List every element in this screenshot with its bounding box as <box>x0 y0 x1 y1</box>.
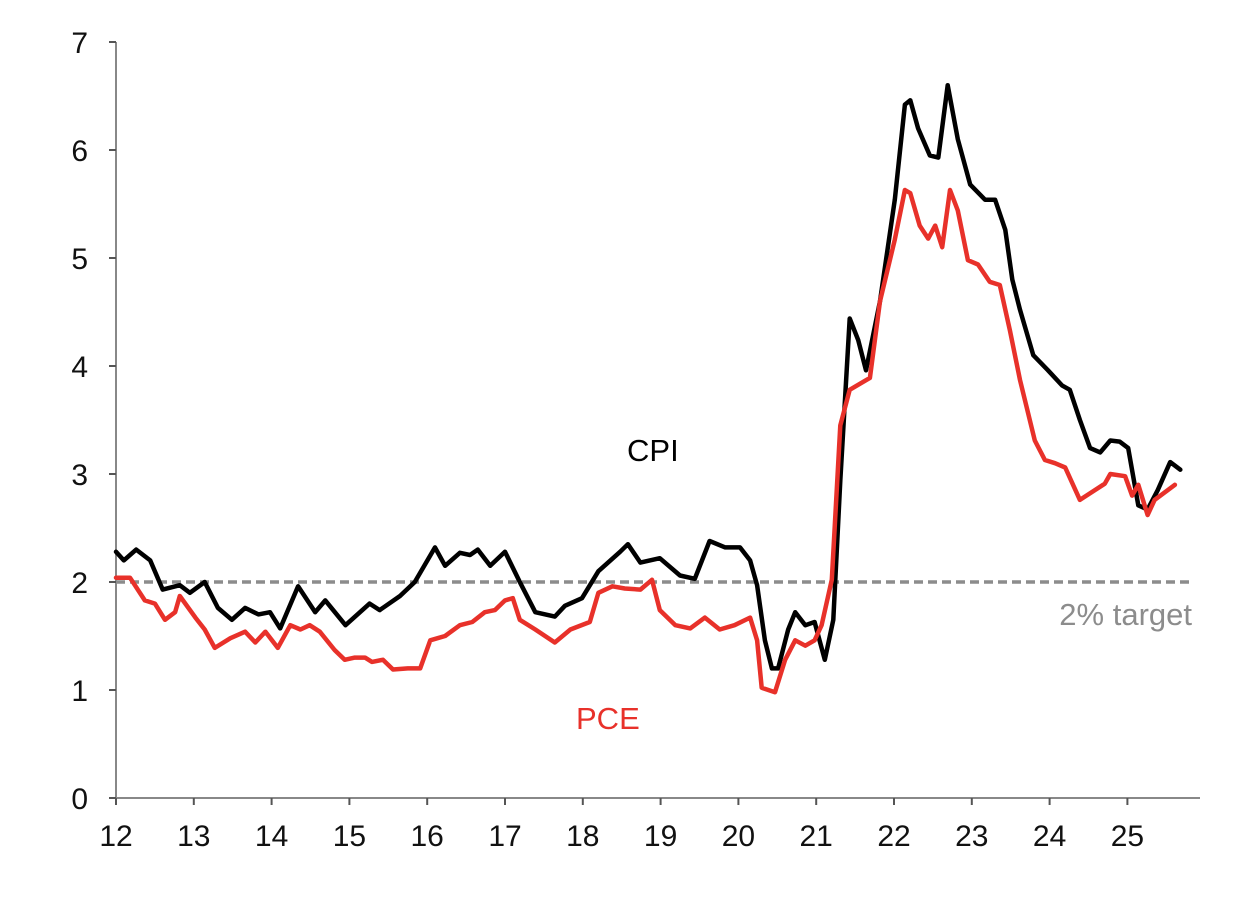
x-tick-label: 25 <box>1111 820 1144 853</box>
x-tick-label: 17 <box>488 820 521 853</box>
series-layer <box>113 82 1183 695</box>
y-tick-label: 7 <box>71 27 88 60</box>
y-tick-label: 4 <box>71 351 88 384</box>
cpi-series-line <box>113 82 1183 671</box>
x-tick-label: 14 <box>255 820 288 853</box>
x-tick-label: 21 <box>800 820 833 853</box>
cpi-series-label: CPI <box>627 433 679 468</box>
y-tick-label: 5 <box>71 243 88 276</box>
y-tick-label: 2 <box>71 567 88 600</box>
x-tick-label: 19 <box>644 820 677 853</box>
target-label: 2% target <box>1059 597 1192 632</box>
y-tick-label: 1 <box>71 675 88 708</box>
x-tick-label: 23 <box>955 820 988 853</box>
x-tick-label: 13 <box>177 820 210 853</box>
x-tick-label: 22 <box>877 820 910 853</box>
x-tick-label: 18 <box>566 820 599 853</box>
x-tick-label: 12 <box>99 820 132 853</box>
x-tick-label: 20 <box>722 820 755 853</box>
y-tick-label: 0 <box>71 783 88 816</box>
x-tick-label: 15 <box>333 820 366 853</box>
y-tick-label: 6 <box>71 135 88 168</box>
x-tick-label: 16 <box>411 820 444 853</box>
pce-series-label: PCE <box>576 701 640 736</box>
x-tick-label: 24 <box>1033 820 1066 853</box>
y-tick-label: 3 <box>71 459 88 492</box>
pce-series-line <box>113 187 1178 695</box>
